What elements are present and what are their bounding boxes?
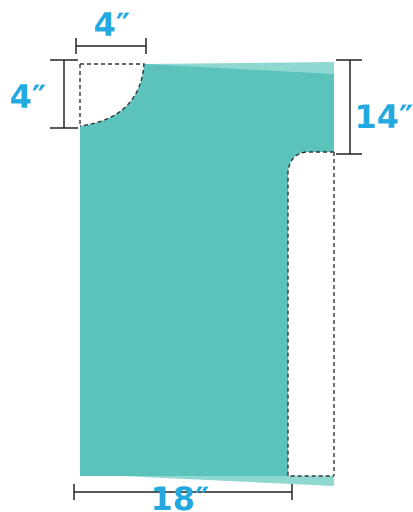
armhole-cutout-outline: [287, 151, 334, 477]
armhole-depth-label: 14″: [355, 98, 413, 136]
armhole-depth-dimension: 14″: [336, 59, 413, 155]
bottom-width-dimension: 18″: [73, 480, 293, 512]
fabric-panel: [80, 64, 334, 476]
neck-width-label: 4″: [94, 6, 131, 44]
neck-cutout-outline: [79, 63, 145, 127]
fabric-bottom-sliver: [80, 474, 334, 486]
neck-depth-label: 4″: [10, 78, 47, 116]
neck-width-dimension: 4″: [75, 6, 147, 54]
neck-depth-dimension: 4″: [10, 59, 78, 129]
fabric-top-sliver: [144, 62, 334, 74]
bottom-width-label: 18″: [151, 480, 210, 512]
